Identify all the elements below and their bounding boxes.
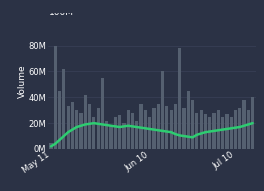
Bar: [97, 108, 100, 149]
Bar: [88, 104, 91, 149]
Bar: [234, 110, 237, 149]
Bar: [174, 104, 177, 149]
Bar: [161, 71, 164, 149]
Text: 100M: 100M: [49, 8, 74, 17]
Bar: [101, 78, 104, 149]
Bar: [139, 104, 143, 149]
Bar: [200, 110, 203, 149]
Bar: [127, 110, 130, 149]
Bar: [221, 117, 224, 149]
Bar: [71, 103, 74, 149]
Bar: [238, 108, 241, 149]
Bar: [242, 100, 246, 149]
Bar: [49, 142, 53, 149]
Bar: [54, 46, 57, 149]
Bar: [75, 110, 78, 149]
Bar: [144, 110, 147, 149]
Bar: [84, 95, 87, 149]
Bar: [251, 97, 254, 149]
Bar: [105, 121, 108, 149]
Bar: [230, 117, 233, 149]
Y-axis label: Volume: Volume: [18, 64, 27, 98]
Bar: [122, 123, 125, 149]
Bar: [247, 110, 250, 149]
Bar: [92, 117, 96, 149]
Bar: [204, 114, 207, 149]
Bar: [169, 110, 173, 149]
Bar: [109, 126, 113, 149]
Bar: [67, 106, 70, 149]
Bar: [178, 48, 181, 149]
Bar: [135, 121, 138, 149]
Bar: [62, 69, 65, 149]
Bar: [182, 108, 186, 149]
Bar: [225, 114, 229, 149]
Bar: [208, 117, 211, 149]
Bar: [213, 113, 216, 149]
Bar: [165, 106, 168, 149]
Bar: [217, 110, 220, 149]
Bar: [131, 113, 134, 149]
Bar: [152, 108, 155, 149]
Bar: [191, 100, 194, 149]
Bar: [118, 115, 121, 149]
Bar: [195, 113, 199, 149]
Bar: [157, 104, 160, 149]
Bar: [148, 117, 151, 149]
Bar: [187, 91, 190, 149]
Bar: [58, 91, 61, 149]
Bar: [79, 113, 83, 149]
Bar: [114, 117, 117, 149]
